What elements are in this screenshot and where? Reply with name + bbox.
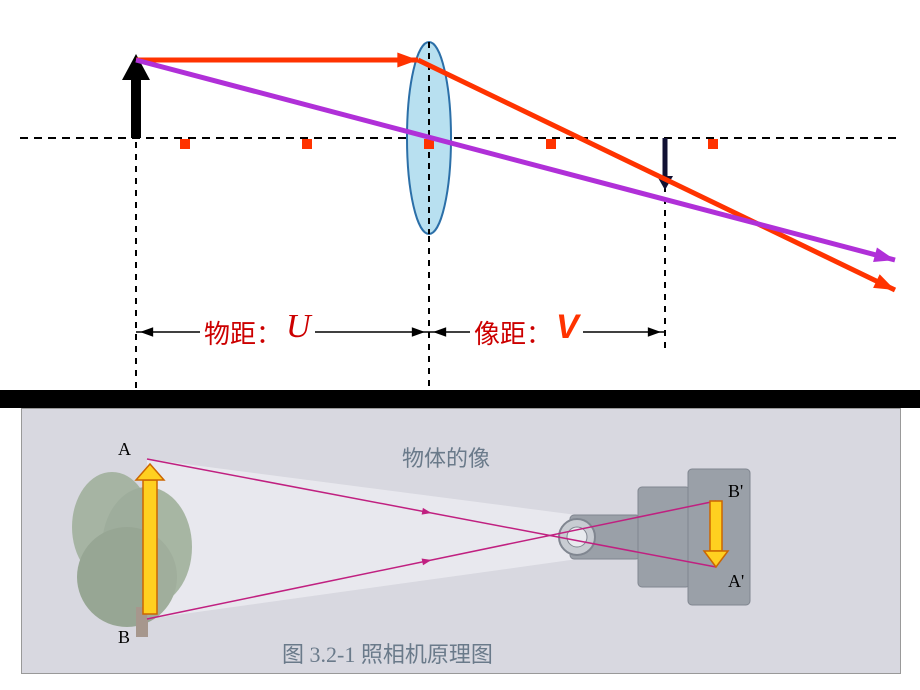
point-a-label: A — [118, 439, 131, 460]
object-distance-var: U — [282, 308, 315, 346]
point-b-label: B — [118, 627, 130, 648]
object-distance-label-cn: 物距： — [200, 314, 286, 351]
point-b-prime-label: B' — [728, 481, 743, 502]
figure-caption: 图 3.2-1 照相机原理图 — [282, 637, 493, 669]
page: 物距： U 像距： V 物体的像 图 3.2-1 照相机原理图 A B B' A… — [0, 0, 920, 690]
image-distance-var: V — [552, 308, 583, 347]
ray-diagram-panel: 物距： U 像距： V — [0, 0, 920, 390]
image-distance-label-cn: 像距： — [470, 314, 556, 351]
camera-principle-panel: 物体的像 图 3.2-1 照相机原理图 A B B' A' — [21, 408, 901, 674]
object-image-label: 物体的像 — [402, 441, 490, 473]
point-a-prime-label: A' — [728, 571, 744, 592]
divider-bar — [0, 390, 920, 408]
ray-diagram-svg — [0, 0, 920, 390]
